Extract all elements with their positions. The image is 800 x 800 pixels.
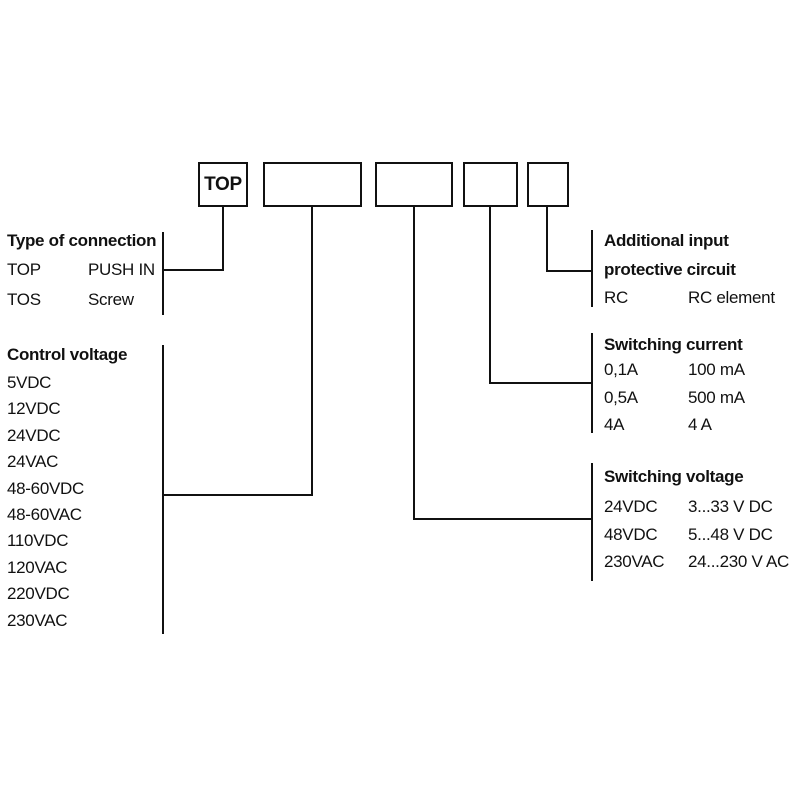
switching-voltage-rows: 24VDC 3...33 V DC 48VDC 5...48 V DC 230V… [604, 493, 789, 576]
type-of-connection-rows: TOP PUSH IN TOS Screw [7, 255, 155, 315]
additional-input-rows: RC RC element [604, 283, 775, 312]
option-desc: 3...33 V DC [688, 497, 773, 516]
option-code: 24VAC [7, 452, 59, 472]
switching-current-rows: 0,1A 100 mA 0,5A 500 mA 4A 4 A [604, 356, 745, 439]
option-code: 24VDC [7, 425, 61, 445]
option-row: 4A 4 A [604, 411, 745, 439]
connector-line-box4-vertical [489, 207, 491, 384]
option-row: 0,1A 100 mA [604, 356, 745, 384]
connector-line-box2-horizontal [162, 494, 313, 496]
code-box-switching-voltage [375, 162, 453, 207]
option-code: 110VDC [7, 531, 69, 551]
option-desc: 4 A [688, 415, 712, 434]
code-box-protective-circuit [527, 162, 569, 207]
option-row: 48-60VAC [7, 502, 84, 528]
option-row: 24VDC 3...33 V DC [604, 493, 789, 521]
option-desc: Screw [88, 290, 134, 309]
connector-line-box3-horizontal [413, 518, 593, 520]
option-code: 48-60VDC [7, 478, 84, 498]
code-box-connection-label: TOP [204, 174, 242, 195]
option-row: 12VDC [7, 396, 84, 422]
option-code: 24VDC [604, 497, 658, 516]
connector-line-box4-horizontal [489, 382, 593, 384]
option-code: 48VDC [604, 524, 658, 544]
section-title-control-voltage: Control voltage [7, 345, 128, 364]
connector-line-box1-vertical [222, 207, 224, 271]
option-row: 24VDC [7, 423, 84, 449]
section-title-type-of-connection: Type of connection [7, 231, 157, 250]
option-row: 110VDC [7, 528, 84, 554]
option-row: TOP PUSH IN [7, 255, 155, 285]
option-code: 120VAC [7, 557, 68, 577]
option-desc: 24...230 V AC [688, 552, 790, 571]
bracket-line-additional-input [591, 230, 593, 307]
option-desc: 500 mA [688, 387, 745, 407]
option-code: 0,5A [604, 387, 638, 407]
option-row: 220VDC [7, 581, 84, 607]
code-box-connection: TOP [198, 162, 248, 207]
option-code: 0,1A [604, 360, 638, 379]
option-row: 230VAC 24...230 V AC [604, 548, 789, 576]
option-row: TOS Screw [7, 285, 155, 315]
option-code: 4A [604, 415, 625, 434]
option-code: 220VDC [7, 584, 70, 604]
option-code: 48-60VAC [7, 505, 82, 525]
connector-line-box3-vertical [413, 207, 415, 520]
section-title-switching-current: Switching current [604, 335, 743, 354]
option-row: 230VAC [7, 608, 84, 634]
connector-line-box1-horizontal [162, 269, 224, 271]
option-row: 120VAC [7, 555, 84, 581]
option-code: 12VDC [7, 399, 61, 419]
option-desc: 5...48 V DC [688, 524, 773, 544]
option-code: 230VAC [604, 552, 665, 571]
control-voltage-rows: 5VDC 12VDC 24VDC 24VAC 48-60VDC 48-60VAC… [7, 370, 84, 634]
code-box-switching-current [463, 162, 518, 207]
option-row: 48VDC 5...48 V DC [604, 521, 789, 549]
connector-line-box5-vertical [546, 207, 548, 272]
connector-line-box5-horizontal [546, 270, 593, 272]
option-code: TOP [7, 260, 41, 279]
bracket-line-switching-current [591, 333, 593, 433]
bracket-line-type-of-connection [162, 232, 164, 315]
code-box-series [263, 162, 362, 207]
connector-line-box2-vertical [311, 207, 313, 496]
option-row: 48-60VDC [7, 476, 84, 502]
option-code: 5VDC [7, 373, 52, 392]
bracket-line-switching-voltage [591, 463, 593, 581]
option-code: RC [604, 288, 628, 307]
option-code: 230VAC [7, 610, 68, 630]
option-desc: PUSH IN [88, 260, 155, 279]
bracket-line-control-voltage [162, 345, 164, 634]
option-code: TOS [7, 290, 41, 309]
option-desc: RC element [688, 288, 775, 307]
section-title-additional-input-line2: protective circuit [604, 260, 736, 279]
option-desc: 100 mA [688, 360, 745, 379]
section-title-switching-voltage: Switching voltage [604, 467, 744, 486]
option-row: 24VAC [7, 449, 84, 475]
section-title-additional-input-line1: Additional input [604, 231, 729, 250]
option-row: 5VDC [7, 370, 84, 396]
option-row: RC RC element [604, 283, 775, 312]
option-row: 0,5A 500 mA [604, 384, 745, 412]
